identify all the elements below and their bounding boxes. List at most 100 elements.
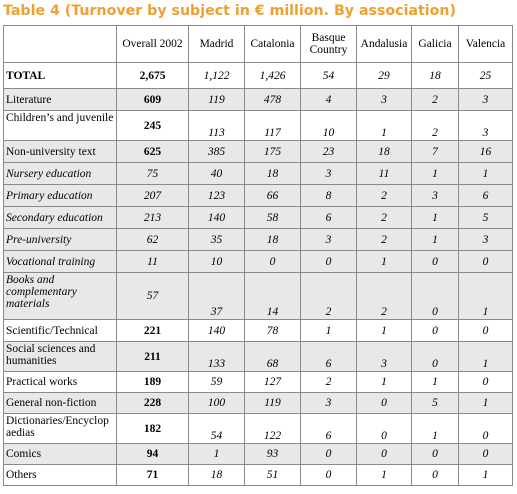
overall-value: 182 [116,413,189,444]
table-row: Practical works 189 59 127 2 1 1 0 [3,371,513,393]
table-row: Vocational training 11 10 0 0 1 0 0 [3,250,513,273]
madrid-value: 1,122 [188,62,245,89]
row-label: Nursery education [3,162,117,185]
basque-country-value: 3 [300,228,357,251]
row-label: Children’s and juvenile [3,110,117,141]
valencia-value: 0 [458,443,513,465]
catalonia-value: 58 [244,206,301,229]
andalusia-value: 29 [356,62,412,89]
madrid-value: 113 [188,110,245,141]
valencia-value: 3 [458,228,513,251]
row-label: Literature [3,88,117,111]
basque-country-value: 6 [300,413,357,444]
overall-value: 207 [116,184,189,207]
galicia-value: 1 [411,228,459,251]
madrid-value: 54 [188,413,245,444]
table-row: Children’s and juvenile 245 113 117 10 1… [3,110,513,141]
catalonia-value: 18 [244,162,301,185]
galicia-value: 0 [411,272,459,320]
basque-country-value: 0 [300,443,357,465]
catalonia-value: 175 [244,140,301,163]
galicia-value: 1 [411,206,459,229]
valencia-value: 0 [458,250,513,273]
overall-value: 75 [116,162,189,185]
row-label: Primary education [3,184,117,207]
overall-value: 57 [116,272,189,320]
table-row: General non-fiction 228 100 119 3 0 5 1 [3,392,513,414]
andalusia-value: 0 [356,413,412,444]
andalusia-value: 1 [356,110,412,141]
catalonia-value: 1,426 [244,62,301,89]
header-valencia: Valencia [458,25,513,63]
overall-value: 211 [116,341,189,372]
galicia-value: 0 [411,464,459,486]
madrid-value: 140 [188,319,245,342]
overall-value: 2,675 [116,62,189,89]
catalonia-value: 119 [244,392,301,414]
row-label: Practical works [3,371,117,393]
table-row: Dictionaries/Encyclop aedias 182 54 122 … [3,413,513,444]
andalusia-value: 0 [356,443,412,465]
basque-country-value: 8 [300,184,357,207]
row-label: General non-fiction [3,392,117,414]
overall-value: 213 [116,206,189,229]
galicia-value: 2 [411,110,459,141]
andalusia-value: 1 [356,250,412,273]
madrid-value: 18 [188,464,245,486]
madrid-value: 35 [188,228,245,251]
overall-value: 71 [116,464,189,486]
table-row: Books and complementary materials 57 37 … [3,272,513,320]
table-row: TOTAL 2,675 1,122 1,426 54 29 18 25 [3,62,513,89]
galicia-value: 18 [411,62,459,89]
header-galicia: Galicia [411,25,459,63]
catalonia-value: 93 [244,443,301,465]
galicia-value: 0 [411,250,459,273]
catalonia-value: 78 [244,319,301,342]
andalusia-value: 1 [356,371,412,393]
valencia-value: 0 [458,319,513,342]
valencia-value: 6 [458,184,513,207]
basque-country-value: 54 [300,62,357,89]
turnover-table: Overall 2002 Madrid Catalonia Basque Cou… [3,25,513,486]
table-row: Comics 94 1 93 0 0 0 0 [3,443,513,465]
catalonia-value: 122 [244,413,301,444]
galicia-value: 1 [411,371,459,393]
andalusia-value: 2 [356,228,412,251]
basque-country-value: 3 [300,162,357,185]
galicia-value: 2 [411,88,459,111]
andalusia-value: 0 [356,392,412,414]
valencia-value: 1 [458,341,513,372]
madrid-value: 1 [188,443,245,465]
basque-country-value: 6 [300,341,357,372]
andalusia-value: 1 [356,464,412,486]
valencia-value: 5 [458,206,513,229]
catalonia-value: 14 [244,272,301,320]
valencia-value: 0 [458,413,513,444]
row-label: Pre-university [3,228,117,251]
madrid-value: 140 [188,206,245,229]
overall-value: 11 [116,250,189,273]
table-title: Table 4 (Turnover by subject in € millio… [3,3,456,19]
valencia-value: 1 [458,392,513,414]
andalusia-value: 18 [356,140,412,163]
table-row: Secondary education 213 140 58 6 2 1 5 [3,206,513,229]
overall-value: 228 [116,392,189,414]
basque-country-value: 10 [300,110,357,141]
row-label: TOTAL [3,62,117,89]
basque-country-value: 0 [300,464,357,486]
overall-value: 609 [116,88,189,111]
row-label: Non-university text [3,140,117,163]
table-row: Others 71 18 51 0 1 0 1 [3,464,513,486]
header-andalusia: Andalusia [356,25,412,63]
row-label: Secondary education [3,206,117,229]
basque-country-value: 1 [300,319,357,342]
valencia-value: 25 [458,62,513,89]
header-basque-country: Basque Country [300,25,357,63]
madrid-value: 133 [188,341,245,372]
madrid-value: 37 [188,272,245,320]
row-label: Others [3,464,117,486]
valencia-value: 0 [458,371,513,393]
row-label: Books and complementary materials [3,272,117,320]
galicia-value: 7 [411,140,459,163]
catalonia-value: 68 [244,341,301,372]
